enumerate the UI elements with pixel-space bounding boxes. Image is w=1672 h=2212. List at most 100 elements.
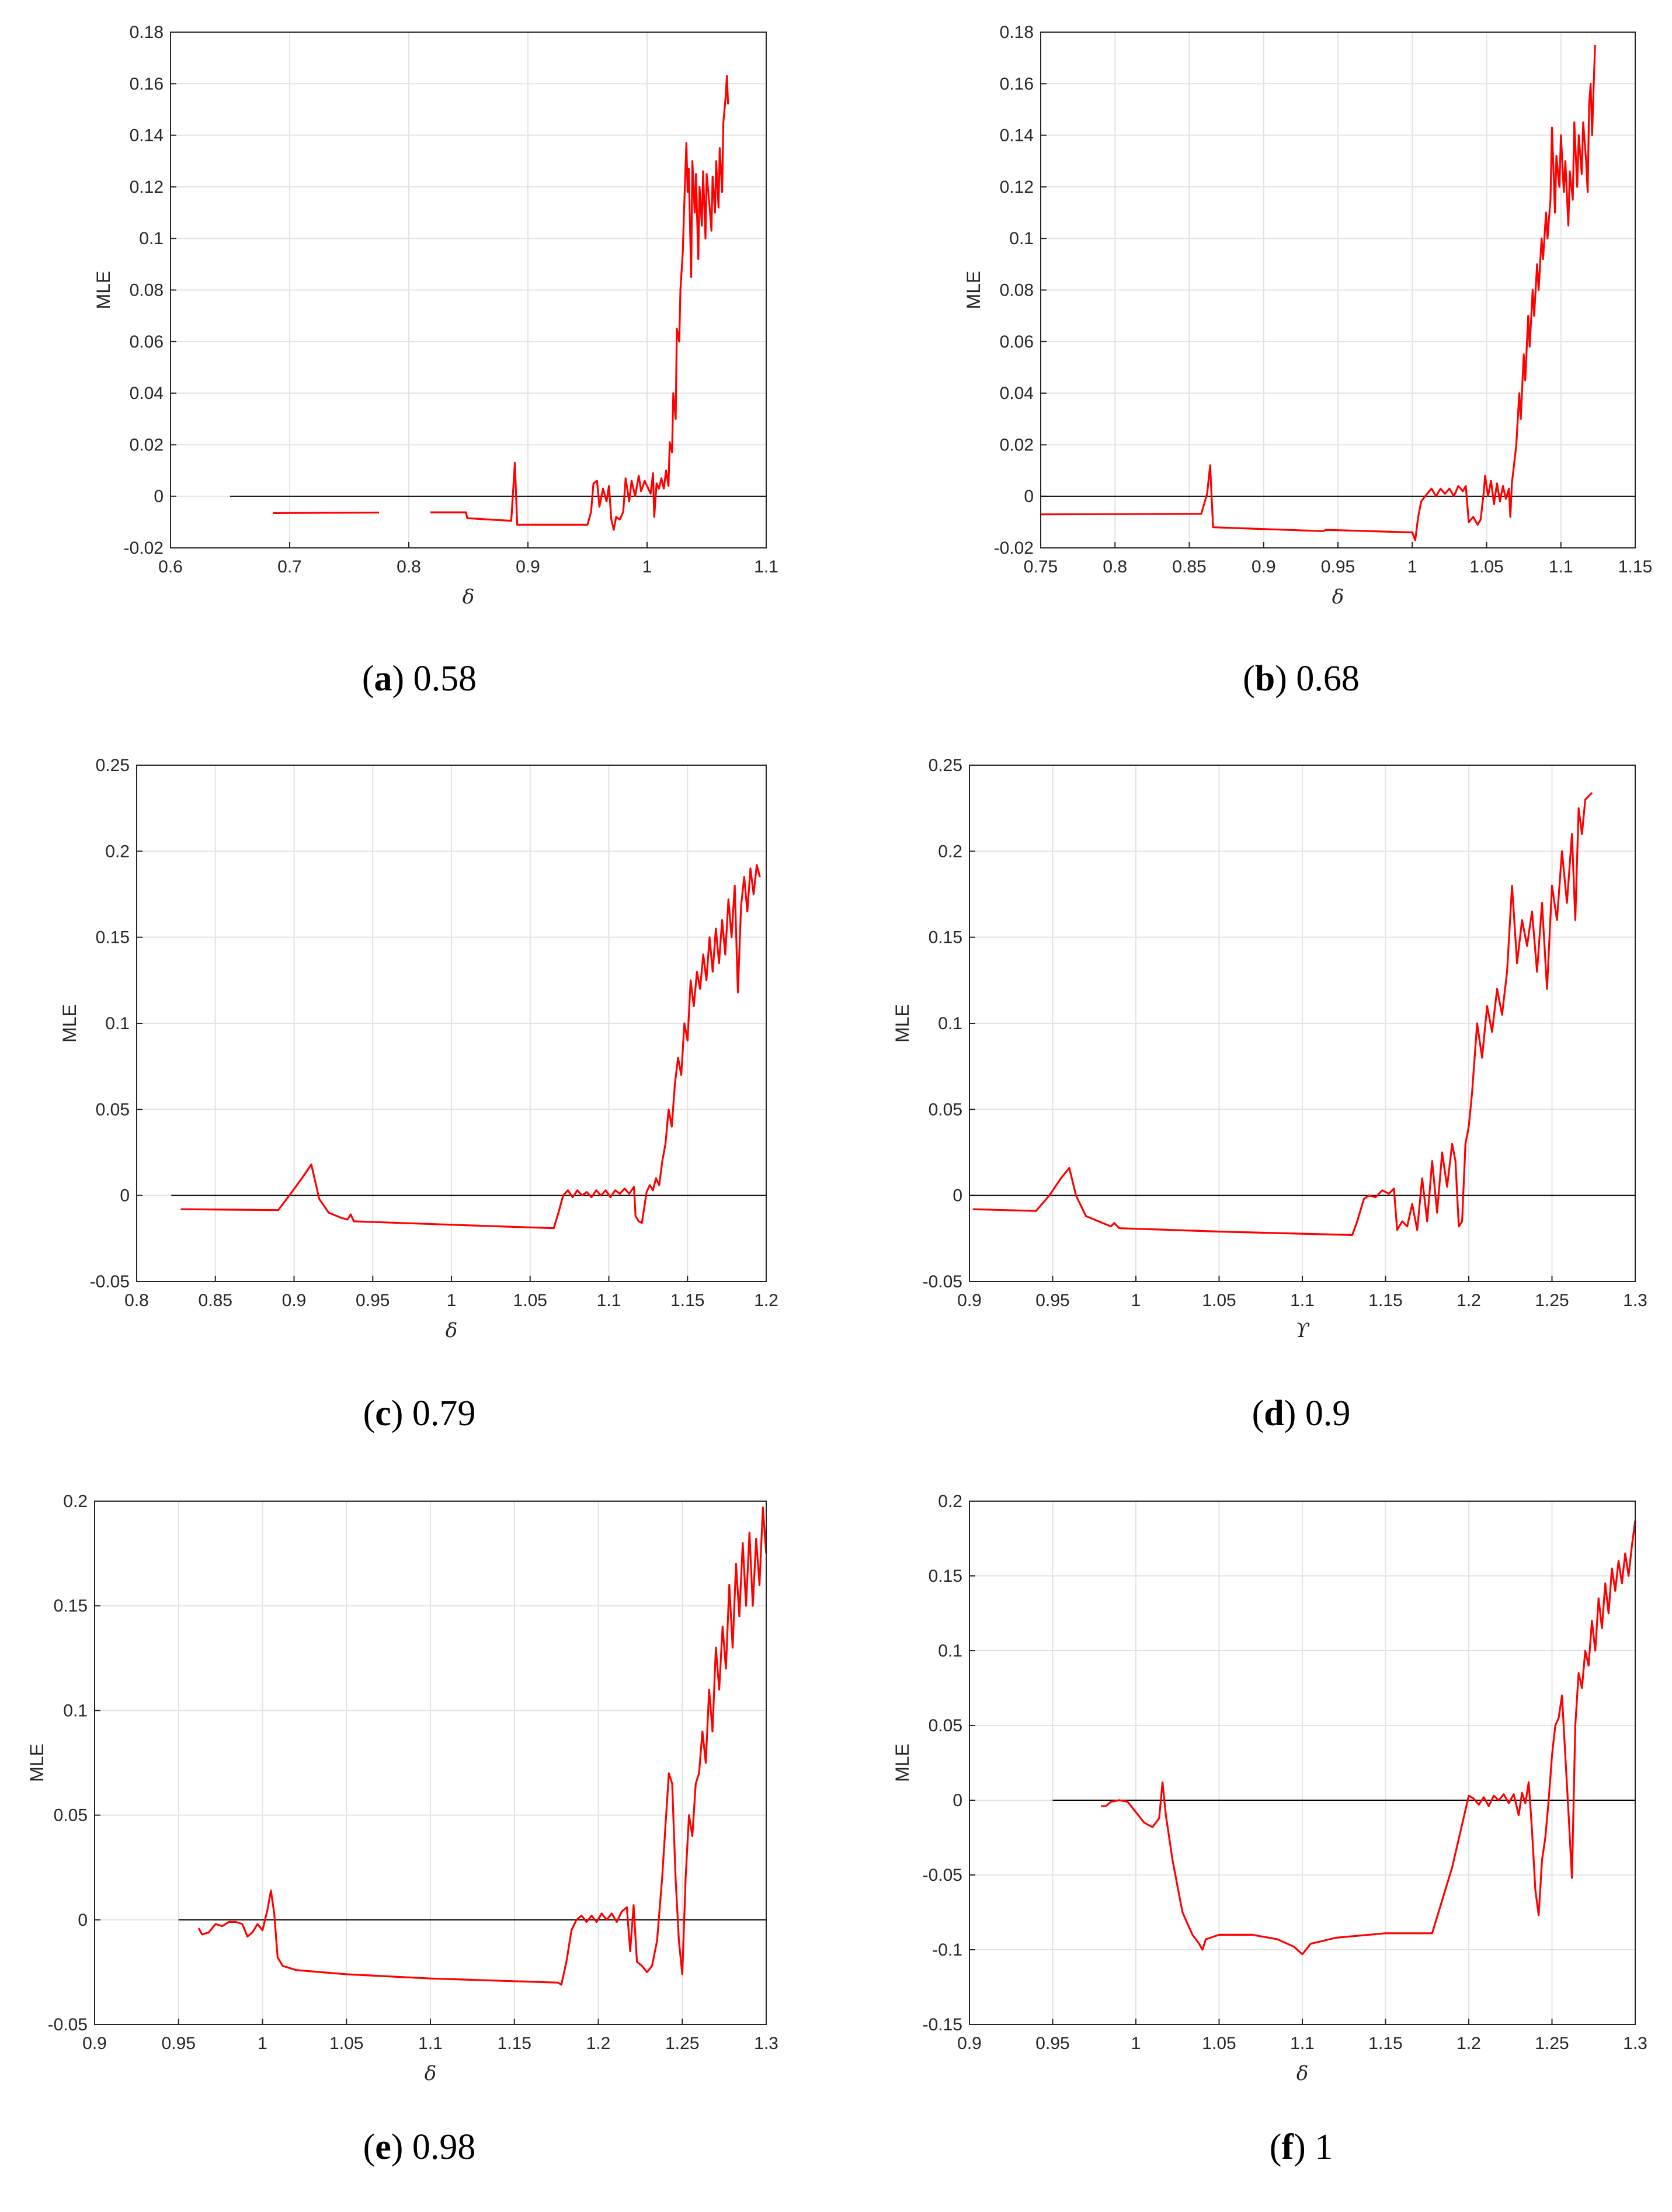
y-tick-label: 0.1	[63, 1701, 88, 1720]
y-tick-label: 0.04	[1000, 384, 1034, 403]
y-tick-label: 0.04	[130, 384, 164, 403]
x-tick-label: 1	[447, 1291, 457, 1310]
x-axis-label: δ	[1332, 585, 1344, 609]
x-tick-label: 1.15	[670, 1291, 704, 1310]
x-tick-label: 1.05	[1202, 2034, 1236, 2053]
panel-b: 0.75 0.8 0.85 0.9 0.95 1 1.05 1.1 1.15 -0.02 0 0.02…	[963, 23, 1652, 699]
mle-series-line	[430, 75, 729, 531]
y-tick-label: 0.16	[130, 74, 164, 93]
caption-letter: e	[375, 2127, 391, 2167]
caption-letter: d	[1264, 1394, 1284, 1433]
x-tick-label: 1	[258, 2034, 267, 2053]
x-tick-label: 1.25	[1535, 1291, 1569, 1310]
y-tick-label: 0.12	[130, 178, 164, 197]
x-tick-label: 1.15	[1368, 2034, 1402, 2053]
x-tick-label: 0.9	[282, 1291, 307, 1310]
y-tick-label: -0.02	[994, 539, 1034, 558]
x-tick-label: 0.9	[957, 1291, 982, 1310]
x-tick-label: 0.75	[1024, 557, 1058, 577]
x-tick-label: 1.05	[513, 1291, 547, 1310]
caption-value: 1	[1315, 2127, 1333, 2167]
caption-paren-close: )	[1275, 659, 1296, 699]
y-tick-label: 0	[953, 1791, 962, 1810]
x-tick-label: 1.3	[1623, 2034, 1647, 2053]
y-tick-label: 0.06	[1000, 332, 1034, 352]
x-tick-label: 0.95	[162, 2034, 196, 2053]
y-tick-label: 0.15	[929, 928, 962, 947]
x-tick-label: 1.1	[1549, 557, 1573, 577]
panel-caption: (d) 0.9	[1252, 1394, 1351, 1433]
y-tick-label: 0.05	[929, 1100, 962, 1119]
mle-series-line	[1101, 1520, 1636, 1956]
y-tick-label: 0	[154, 487, 164, 506]
panel-a: 0.6 0.7 0.8 0.9 1 1.1 -0.02 0 0.02 0.04 0.06 0.08 0.…	[93, 23, 778, 699]
y-tick-label: 0.18	[130, 23, 164, 42]
caption-paren-open: (	[1252, 1394, 1264, 1433]
y-tick-label: 0.1	[105, 1014, 130, 1033]
x-tick-label: 0.7	[277, 557, 302, 577]
x-axis-label: δ	[1296, 2062, 1308, 2085]
y-tick-label: -0.02	[124, 539, 164, 558]
y-tick-label: -0.05	[923, 1866, 962, 1885]
caption-paren-open: (	[363, 1394, 376, 1433]
panel-caption: (f) 1	[1270, 2127, 1333, 2167]
y-tick-label: 0.08	[1000, 281, 1034, 300]
caption-paren-open: (	[1270, 2127, 1282, 2167]
y-tick-label: 0.25	[929, 756, 962, 775]
x-tick-label: 0.9	[1252, 557, 1276, 577]
y-tick-label: 0.15	[96, 928, 130, 947]
x-tick-label: 1.15	[498, 2034, 531, 2053]
plot-frame	[969, 1501, 1636, 2025]
x-tick-label: 0.8	[1103, 557, 1127, 577]
mle-series-line	[972, 791, 1593, 1236]
caption-value: 0.98	[412, 2127, 476, 2167]
x-tick-label: 0.6	[158, 557, 183, 577]
y-axis-label: MLE	[963, 271, 984, 310]
caption-paren-open: (	[1243, 659, 1255, 699]
caption-letter: a	[374, 659, 392, 699]
x-tick-label: 1.05	[329, 2034, 363, 2053]
y-tick-label: 0.1	[938, 1641, 962, 1661]
x-tick-label: 1.3	[754, 2034, 778, 2053]
caption-paren-close: )	[392, 659, 413, 699]
x-tick-label: 1.15	[1618, 557, 1652, 577]
x-tick-label: 1	[642, 557, 652, 577]
y-tick-label: 0	[120, 1186, 130, 1206]
x-tick-label: 0.85	[1172, 557, 1206, 577]
x-tick-label: 1.1	[1290, 2034, 1315, 2053]
x-tick-label: 0.8	[397, 557, 421, 577]
y-tick-label: -0.05	[48, 2015, 88, 2034]
y-tick-label: 0.2	[938, 842, 962, 861]
x-tick-label: 1	[1407, 557, 1417, 577]
x-tick-label: 1.25	[1535, 2034, 1569, 2053]
x-tick-label: 0.85	[199, 1291, 232, 1310]
plot-frame	[969, 765, 1636, 1282]
y-tick-label: -0.05	[923, 1272, 962, 1291]
y-axis-label: MLE	[26, 1744, 47, 1782]
panel-c: 0.8 0.85 0.9 0.95 1 1.05 1.1 1.15 1.2 -0.05 0 0.05 0…	[59, 756, 778, 1433]
y-tick-label: 0.14	[1000, 126, 1034, 145]
y-tick-label: 0.14	[130, 126, 164, 145]
x-tick-label: 0.95	[356, 1291, 390, 1310]
x-axis-label: δ	[446, 1319, 457, 1342]
x-tick-label: 1.1	[754, 557, 778, 577]
panel-caption: (c) 0.79	[363, 1394, 476, 1433]
y-tick-label: 0.02	[1000, 435, 1034, 454]
panel-caption: (e) 0.98	[363, 2127, 476, 2167]
x-tick-label: 1.1	[418, 2034, 443, 2053]
y-tick-label: -0.05	[90, 1272, 130, 1291]
x-axis-label: δ	[463, 585, 474, 609]
y-tick-label: 0.08	[130, 281, 164, 300]
y-tick-label: 0.02	[130, 435, 164, 454]
caption-paren-open: (	[363, 2127, 376, 2167]
y-tick-label: 0.1	[1009, 229, 1034, 248]
caption-letter: b	[1255, 659, 1275, 699]
x-tick-label: 0.9	[957, 2034, 982, 2053]
x-tick-label: 0.9	[516, 557, 540, 577]
caption-value: 0.9	[1305, 1394, 1351, 1433]
x-axis-label: ϒ	[1295, 1319, 1310, 1342]
mle-series-line	[1040, 45, 1596, 541]
plot-frame	[136, 765, 767, 1282]
x-tick-label: 0.8	[124, 1291, 149, 1310]
